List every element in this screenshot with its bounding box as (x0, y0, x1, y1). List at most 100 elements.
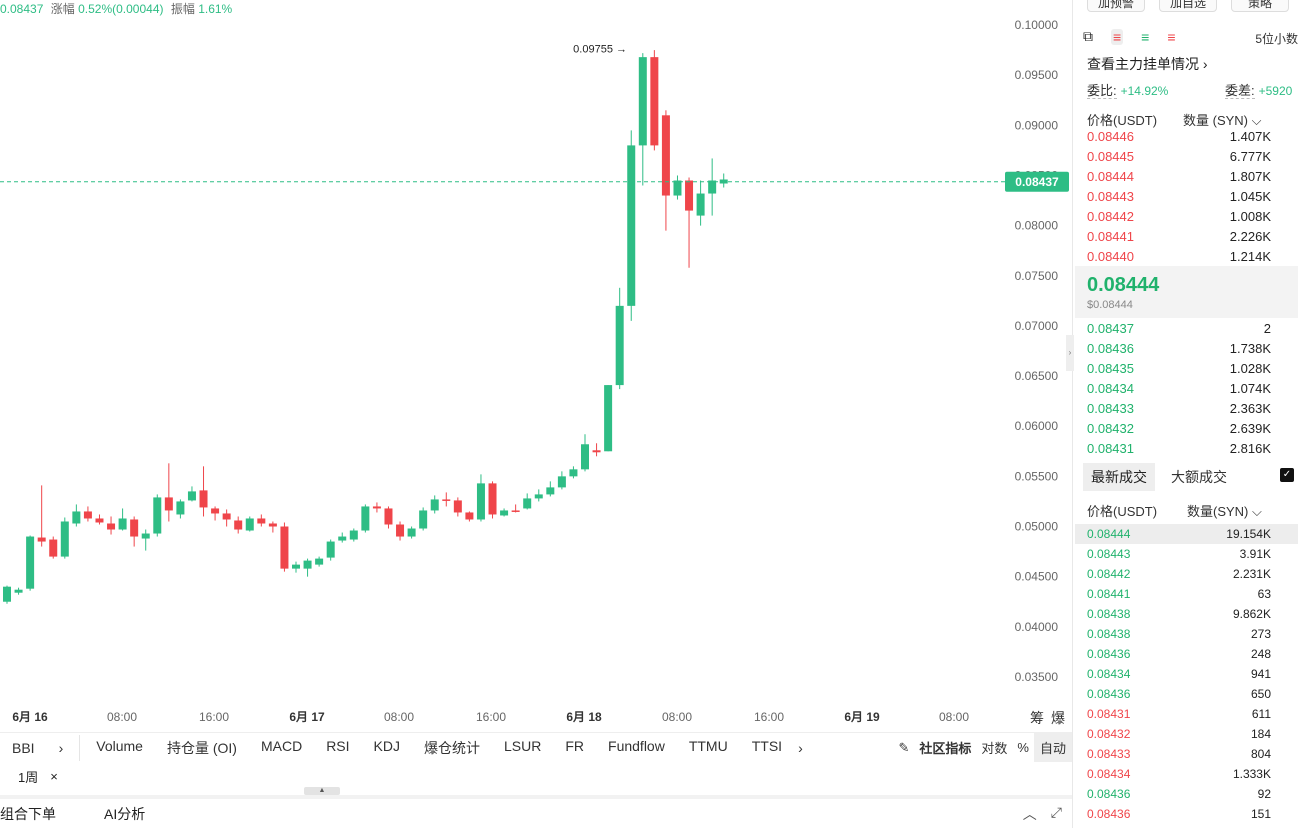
checkbox[interactable]: ✓ (1280, 468, 1294, 482)
y-axis-label: 0.06000 (1015, 419, 1059, 433)
candle-body (280, 526, 289, 569)
indicator-tab[interactable]: KDJ (373, 737, 400, 754)
both-sides-view-icon[interactable]: ≡ (1111, 28, 1124, 45)
auto-scale-button[interactable]: 自动 (1033, 733, 1072, 762)
trade-row[interactable]: 0.08434 941 (1087, 664, 1271, 684)
indicator-tab[interactable]: RSI (326, 737, 350, 754)
kline-chart[interactable]: 0.100000.095000.090000.085000.080000.075… (0, 0, 1072, 730)
trade-row[interactable]: 0.08442 2.231K (1087, 564, 1271, 584)
bid-row[interactable]: 0.08432 2.639K (1087, 419, 1271, 439)
ask-row[interactable]: 0.08444 1.807K (1087, 167, 1271, 187)
trade-row[interactable]: 0.08432 184 (1087, 724, 1271, 744)
strategy-button[interactable]: 策略 (1231, 0, 1289, 12)
price-cell: 0.08433 (1087, 401, 1134, 416)
indicator-tab[interactable]: 持仓量 (OI) (166, 739, 237, 756)
trade-row[interactable]: 0.08436 151 (1087, 804, 1271, 824)
candle-body (557, 476, 566, 488)
ask-row[interactable]: 0.08446 1.407K (1087, 127, 1271, 147)
candle-body (3, 586, 11, 602)
mid-price-box: 0.08444 $0.08444 (1075, 266, 1298, 318)
x-axis-label: 08:00 (384, 710, 414, 724)
tab-large-trades[interactable]: 大额成交 (1171, 469, 1227, 485)
orderbook-panel: 加预警 加自选 策略 ⧉ ≡ ≡ ≡ 5位小数 查看主力挂单情况 › 委比: +1… (1075, 0, 1298, 828)
chevron-right-icon[interactable]: › (798, 739, 803, 756)
indicator-bbi[interactable]: BBI (12, 739, 35, 756)
trade-row[interactable]: 0.08441 63 (1087, 584, 1271, 604)
trade-row[interactable]: 0.08436 92 (1087, 784, 1271, 804)
candle-body (546, 487, 555, 495)
ask-row[interactable]: 0.08441 2.226K (1087, 227, 1271, 247)
indicator-tab[interactable]: TTSI (751, 737, 783, 754)
diff-value: +5920 (1258, 84, 1293, 98)
y-axis-label: 0.04500 (1015, 570, 1059, 584)
indicator-tab[interactable]: MACD (260, 737, 303, 754)
bid-row[interactable]: 0.08435 1.028K (1087, 359, 1271, 379)
bid-row[interactable]: 0.08431 2.816K (1087, 439, 1271, 459)
indicator-tab[interactable]: Fundflow (608, 737, 665, 754)
ask-row[interactable]: 0.08443 1.045K (1087, 187, 1271, 207)
period-tag: 1周 × (0, 764, 58, 788)
qty-column-header[interactable]: 数量(SYN) ⌵ (1187, 504, 1262, 519)
bid-row[interactable]: 0.08433 2.363K (1087, 399, 1271, 419)
percent-scale-button[interactable]: % (1017, 740, 1029, 755)
bid-row[interactable]: 0.08434 1.074K (1087, 379, 1271, 399)
divider (79, 734, 81, 761)
expand-icon[interactable]: ⤢ (1050, 803, 1062, 820)
chevron-right-icon[interactable]: › (58, 739, 64, 756)
collapse-panel-button[interactable]: › (1066, 335, 1074, 371)
qty-cell: 2.816K (1229, 441, 1271, 456)
candle-body (222, 513, 231, 520)
y-axis-label: 0.09000 (1015, 118, 1059, 132)
popout-icon[interactable]: ⧉ (1083, 28, 1093, 44)
trade-row[interactable]: 0.08436 650 (1087, 684, 1271, 704)
ask-row[interactable]: 0.08440 1.214K (1087, 247, 1271, 267)
qty-column-header[interactable]: 数量 (SYN) ⌵ (1183, 113, 1262, 128)
current-price-tag: 0.08437 (1015, 175, 1059, 189)
candle-body (604, 385, 613, 452)
x-axis-label: 16:00 (199, 710, 229, 724)
add-alert-button[interactable]: 加预警 (1087, 0, 1145, 12)
trade-row[interactable]: 0.08434 1.333K (1087, 764, 1271, 784)
qty-cell: 1.008K (1229, 209, 1271, 224)
decimals-select[interactable]: 5位小数 (1255, 32, 1298, 46)
tab-latest-trades[interactable]: 最新成交 (1083, 463, 1155, 491)
ai-analysis-button[interactable]: AI分析 (104, 805, 146, 822)
candle-body (338, 536, 347, 541)
indicator-tab[interactable]: 爆仓统计 (423, 739, 480, 756)
add-watchlist-button[interactable]: 加自选 (1159, 0, 1217, 12)
divider (0, 795, 1072, 799)
ask-row[interactable]: 0.08442 1.008K (1087, 207, 1271, 227)
trade-row[interactable]: 0.08444 19.154K (1087, 524, 1271, 544)
trade-row[interactable]: 0.08433 804 (1087, 744, 1271, 764)
trade-row[interactable]: 0.08436 248 (1087, 644, 1271, 664)
ask-row[interactable]: 0.08445 6.777K (1087, 147, 1271, 167)
candle-body (569, 469, 578, 477)
candlestick-chart-svg[interactable]: 0.100000.095000.090000.085000.080000.075… (0, 0, 1072, 730)
trade-row[interactable]: 0.08438 273 (1087, 624, 1271, 644)
community-indicator-button[interactable]: 社区指标 (919, 741, 972, 756)
bids-view-icon[interactable]: ≡ (1141, 28, 1150, 45)
candle-body (83, 511, 92, 519)
close-icon[interactable]: × (50, 768, 58, 784)
indicator-tab[interactable]: FR (565, 737, 585, 754)
bid-row[interactable]: 0.08437 2 (1087, 319, 1271, 339)
depth-link[interactable]: 查看主力挂单情况 › (1087, 56, 1208, 72)
edit-icon[interactable]: ✎ (898, 739, 910, 755)
chevron-up-icon[interactable]: ︿ (1022, 805, 1037, 822)
indicator-tab[interactable]: TTMU (688, 737, 728, 754)
bid-row[interactable]: 0.08436 1.738K (1087, 339, 1271, 359)
trade-row[interactable]: 0.08431 611 (1087, 704, 1271, 724)
indicator-tab[interactable]: LSUR (503, 737, 542, 754)
panel-drag-handle[interactable]: ▲ (304, 787, 340, 795)
combo-order-button[interactable]: 组合下单 (0, 805, 56, 822)
asks-view-icon[interactable]: ≡ (1167, 28, 1176, 45)
qty-cell: 1.045K (1229, 189, 1271, 204)
qty-cell: 2 (1263, 321, 1271, 336)
qty-cell: 273 (1250, 627, 1271, 641)
trade-row[interactable]: 0.08443 3.91K (1087, 544, 1271, 564)
log-scale-button[interactable]: 对数 (981, 741, 1008, 756)
price-cell: 0.08442 (1087, 567, 1131, 581)
x-axis-label: 08:00 (107, 710, 137, 724)
trade-row[interactable]: 0.08438 9.862K (1087, 604, 1271, 624)
indicator-tab[interactable]: Volume (96, 737, 143, 754)
